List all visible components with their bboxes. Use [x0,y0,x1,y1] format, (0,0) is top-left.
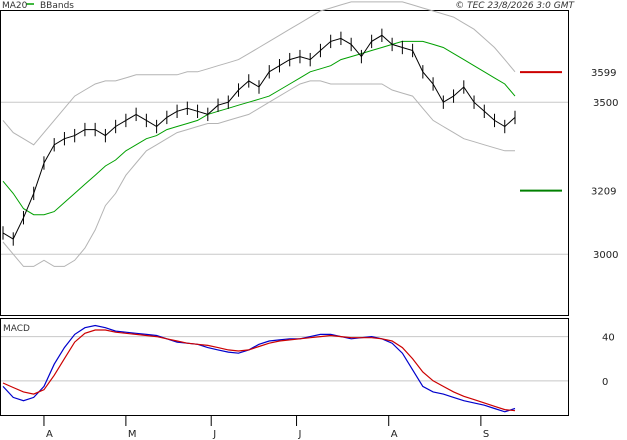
ma20-legend-label: MA20 [2,1,28,11]
copyright-label: © TEC 23/8/2026 3:0 GMT [455,1,575,11]
level-label: 3209 [591,187,616,198]
x-tick-label: M [128,429,137,440]
macd-axis-ticks: 40 0 [602,333,615,388]
price-tick-label: 3500 [593,98,618,109]
price-tick-label: 3000 [593,250,618,261]
bbands-legend-label: BBands [40,1,74,11]
macd-tick-label: 0 [602,377,608,388]
price-axis-ticks: 3000 3500 [593,98,618,261]
x-tick-label: A [46,429,53,440]
price-gridlines [1,101,568,255]
x-tick-label: J [212,429,216,440]
signal-line [2,329,516,412]
macd-series-group [2,324,516,413]
price-series-group [2,1,516,267]
macd-line [2,324,516,413]
x-tick-label: A [391,429,398,440]
macd-title: MACD [3,324,30,334]
macd-panel-frame [0,318,569,416]
x-tick-label: J [298,429,302,440]
bband-line [2,1,516,146]
bband-line [2,80,515,267]
price-line [2,34,516,240]
macd-gridlines [1,336,568,382]
x-tick-label: S [483,429,489,440]
macd-tick-label: 40 [602,333,615,344]
price-levels-group: 3599 3209 [520,68,616,198]
ma20-line [2,40,516,216]
price-panel-frame [0,10,569,316]
level-label: 3599 [591,68,616,79]
